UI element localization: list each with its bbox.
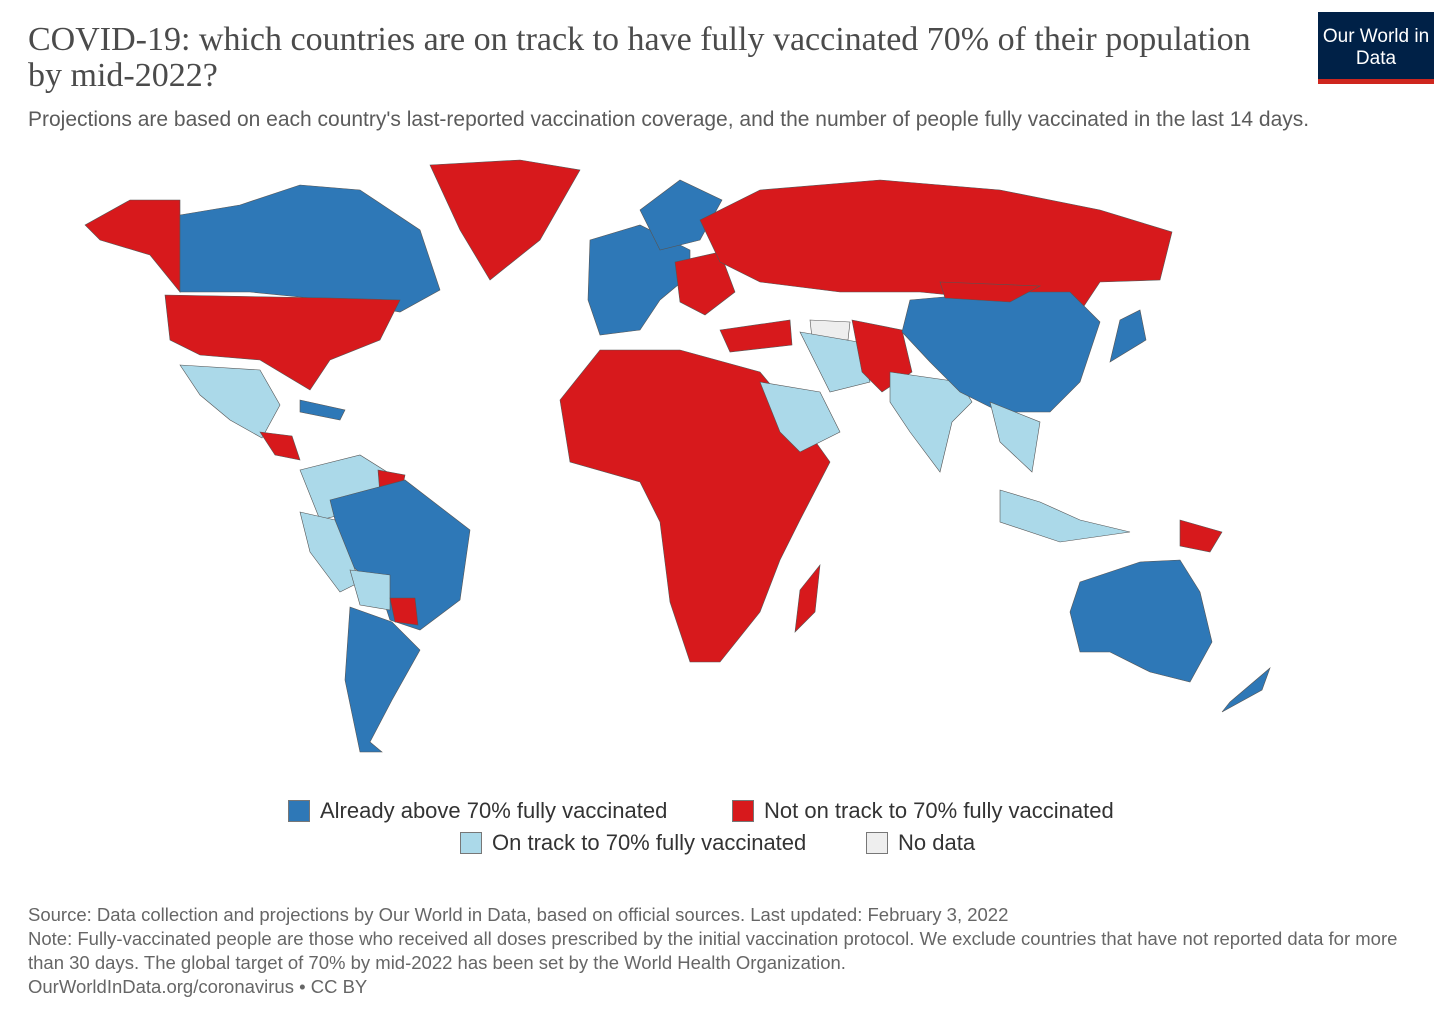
country	[799, 331, 871, 393]
country	[1109, 309, 1147, 363]
country	[344, 606, 421, 753]
legend-item[interactable]: On track to 70% fully vaccinated	[460, 829, 806, 857]
country	[299, 399, 346, 421]
chart-title: COVID-19: which countries are on track t…	[28, 21, 1251, 94]
legend-item[interactable]: Not on track to 70% fully vaccinated	[732, 797, 1114, 825]
legend-swatch	[460, 832, 482, 854]
country	[674, 251, 736, 316]
country	[349, 569, 391, 611]
country	[699, 179, 1173, 313]
country	[939, 281, 1042, 303]
logo[interactable]: Our World in Data	[1318, 12, 1434, 84]
country	[1221, 667, 1271, 713]
footer: Source: Data collection and projections …	[28, 903, 1438, 999]
country	[794, 564, 821, 633]
country	[1179, 519, 1223, 553]
country	[164, 294, 401, 391]
country	[259, 431, 301, 461]
legend-swatch	[288, 800, 310, 822]
link[interactable]: OurWorldInData.org/coronavirus • CC BY	[28, 976, 368, 997]
legend-label: On track to 70% fully vaccinated	[492, 830, 807, 855]
legend-swatch	[866, 832, 888, 854]
country	[299, 511, 361, 593]
country	[179, 364, 281, 439]
country	[179, 184, 441, 313]
world-map	[84, 159, 1271, 753]
country	[84, 199, 181, 293]
country	[1069, 559, 1213, 683]
country	[989, 401, 1041, 473]
legend-label: Already above 70% fully vaccinated	[320, 798, 668, 823]
country	[901, 291, 1101, 413]
legend-label: Not on track to 70% fully vaccinated	[764, 798, 1114, 823]
country	[389, 597, 419, 626]
country	[719, 319, 793, 353]
note: Note: Fully-vaccinated people are those …	[28, 928, 1398, 973]
legend-label: No data	[898, 830, 976, 855]
country	[559, 349, 831, 663]
subtitle: Projections are based on each country's …	[28, 108, 1310, 131]
source: Source: Data collection and projections …	[28, 904, 1009, 925]
country	[759, 381, 841, 453]
country	[329, 479, 471, 631]
legend-swatch	[732, 800, 754, 822]
legend-item[interactable]: No data	[866, 829, 975, 857]
country	[429, 159, 581, 281]
legend-item[interactable]: Already above 70% fully vaccinated	[288, 797, 667, 825]
country	[999, 489, 1131, 543]
